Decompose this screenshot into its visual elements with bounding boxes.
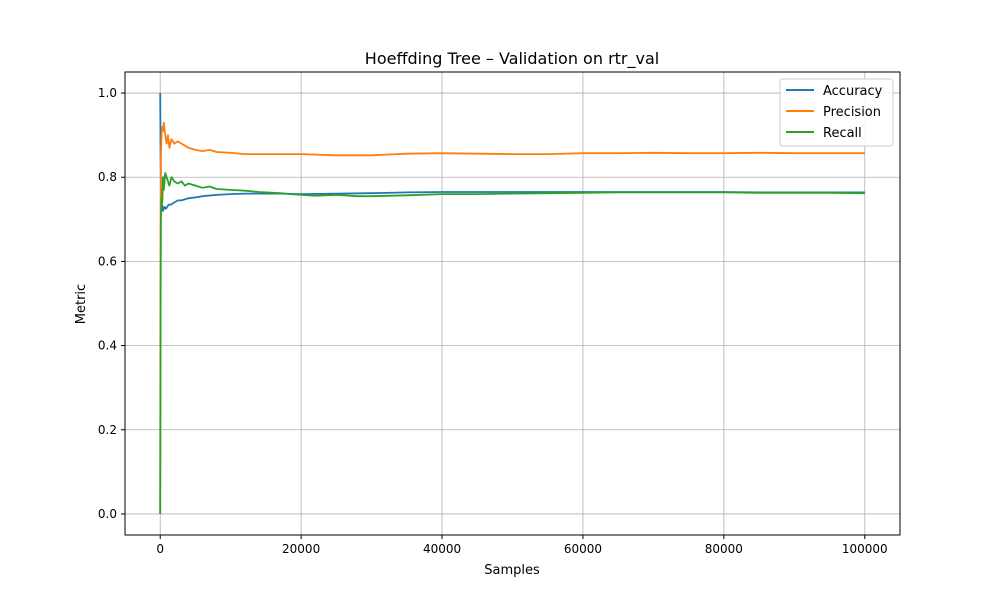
y-tick-label: 0.2 (98, 423, 117, 437)
y-tick-label: 0.0 (98, 507, 117, 521)
x-tick-label: 40000 (423, 542, 461, 556)
x-tick-label: 80000 (705, 542, 743, 556)
y-axis-label: Metric (74, 284, 89, 324)
x-tick-label: 60000 (564, 542, 602, 556)
series-lines (159, 92, 865, 515)
series-line-precision (159, 121, 865, 515)
x-tick-label: 0 (156, 542, 164, 556)
legend: Accuracy Precision Recall (779, 78, 894, 147)
x-tick-label: 100000 (842, 542, 888, 556)
axes: 0 20000 40000 60000 80000 100000 0.0 0.2 0.4 0.6 0… (98, 86, 888, 556)
grid-lines (125, 72, 900, 535)
plot-frame (124, 71, 901, 536)
legend-label-precision: Precision (823, 105, 881, 120)
y-tick-label: 0.4 (98, 339, 117, 353)
x-axis-label: Samples (484, 563, 540, 578)
legend-box (779, 78, 894, 147)
chart-title: Hoeffding Tree – Validation on rtr_val (365, 49, 659, 69)
legend-label-recall: Recall (823, 126, 862, 141)
legend-label-accuracy: Accuracy (823, 84, 883, 99)
x-tick-label: 20000 (282, 542, 320, 556)
y-tick-label: 1.0 (98, 86, 117, 100)
y-tick-label: 0.8 (98, 170, 117, 184)
series-line-recall (159, 172, 865, 515)
y-tick-label: 0.6 (98, 254, 117, 268)
